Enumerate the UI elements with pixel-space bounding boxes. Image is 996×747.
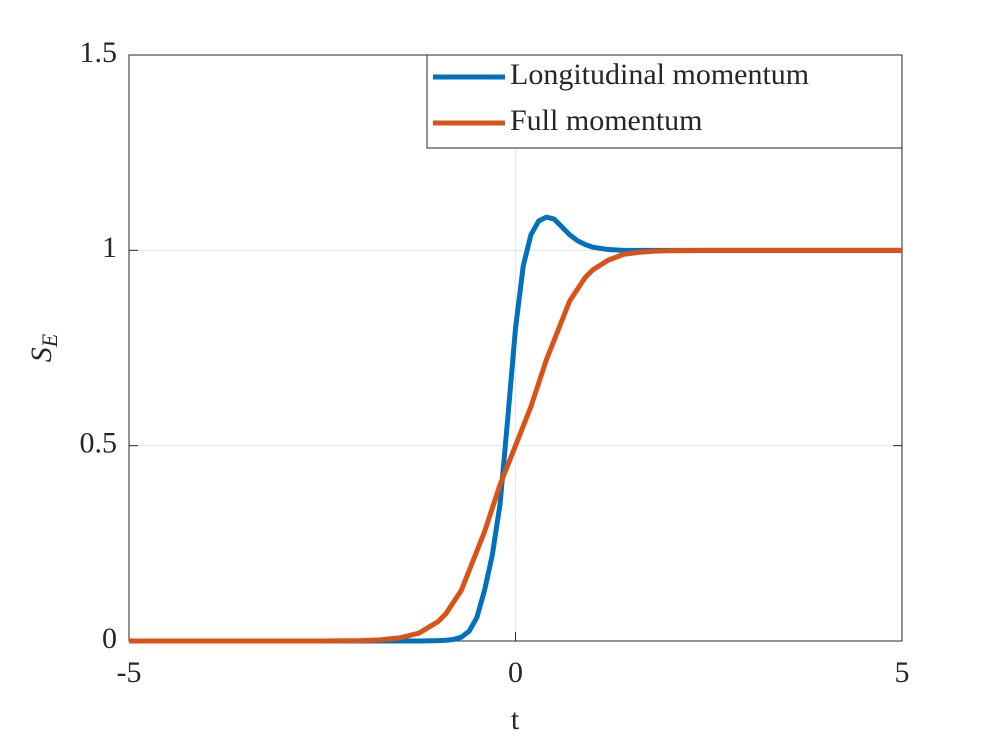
x-tick-label: 0 [508, 656, 523, 689]
x-tick-label: -5 [117, 656, 142, 689]
data-line [129, 247, 902, 644]
legend: Longitudinal momentum Full momentum [426, 54, 903, 149]
y-label-main: S [25, 347, 58, 362]
y-label-sub: E [37, 333, 62, 348]
y-tick-label: 1 [102, 231, 117, 264]
x-axis-label: t [511, 703, 520, 736]
legend-box [426, 54, 903, 149]
x-tick-label: 5 [895, 656, 910, 689]
y-tick-label: 0 [102, 622, 117, 655]
y-axis-label: SE [25, 333, 62, 362]
y-tick-label: 1.5 [80, 36, 118, 69]
legend-label: Longitudinal momentum [510, 58, 809, 91]
y-tick-label: 0.5 [80, 427, 118, 460]
legend-label: Full momentum [510, 104, 703, 137]
